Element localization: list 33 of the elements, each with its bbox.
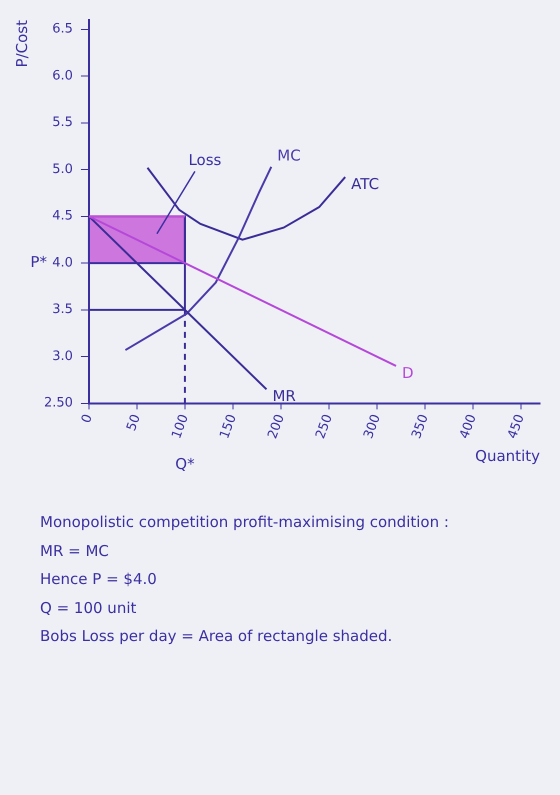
x-tick-label: 300 [361,412,384,441]
x-tick-label: 150 [217,412,240,441]
annotation: Loss [188,151,222,170]
text: Hence P = $4.0 [40,569,158,590]
x-tick-label: 250 [313,412,336,441]
text: Bobs Loss per day = Area of rectangle shaded. [40,626,394,647]
series-label: ATC [351,174,380,193]
y-tick-label: 6.5 [52,22,73,37]
x-axis-title: Quantity [475,446,540,465]
y-tick-label: 5.0 [52,162,73,177]
series-label: MR [272,387,296,406]
x-tick-label: 50 [124,412,144,434]
y-tick-label: 3.0 [52,348,73,364]
x-tick-label: 200 [265,412,288,441]
y-tick-label: 5.5 [52,115,73,130]
series-label: MC [277,146,301,165]
y-tick-label: 4.5 [52,208,73,224]
text: Monopolistic competition profit-maximising condition : [40,512,450,533]
y-tick-label: 4.0 [52,255,73,270]
text: MR = MC [40,540,110,562]
text: P* [30,252,48,271]
y-tick-label: 2.50 [44,396,73,411]
x-tick-label: 450 [505,412,528,441]
text: Q = 100 unit [40,598,138,618]
x-tick-label: 0 [78,412,96,426]
text: Q* [175,455,196,474]
y-axis-title: P/Cost [12,20,31,68]
series-label: D [402,364,414,382]
y-tick-label: 6.0 [52,68,73,84]
x-tick-label: 350 [409,412,432,441]
x-tick-label: 400 [457,412,480,441]
y-tick-label: 3.5 [52,302,73,318]
x-tick-label: 100 [169,412,192,441]
